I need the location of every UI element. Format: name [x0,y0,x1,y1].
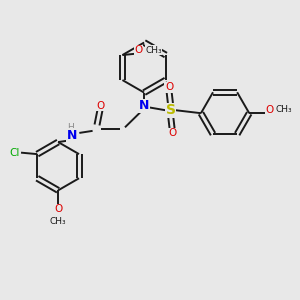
Text: N: N [139,99,149,112]
Text: S: S [166,103,176,117]
Text: Cl: Cl [9,148,20,158]
Text: N: N [67,129,77,142]
Text: O: O [96,101,105,111]
Text: O: O [265,105,273,115]
Text: O: O [168,128,176,138]
Text: CH₃: CH₃ [145,46,162,55]
Text: CH₃: CH₃ [276,105,292,114]
Text: O: O [54,205,62,214]
Text: H: H [67,123,74,132]
Text: CH₃: CH₃ [50,217,66,226]
Text: O: O [165,82,173,92]
Text: O: O [134,45,143,55]
